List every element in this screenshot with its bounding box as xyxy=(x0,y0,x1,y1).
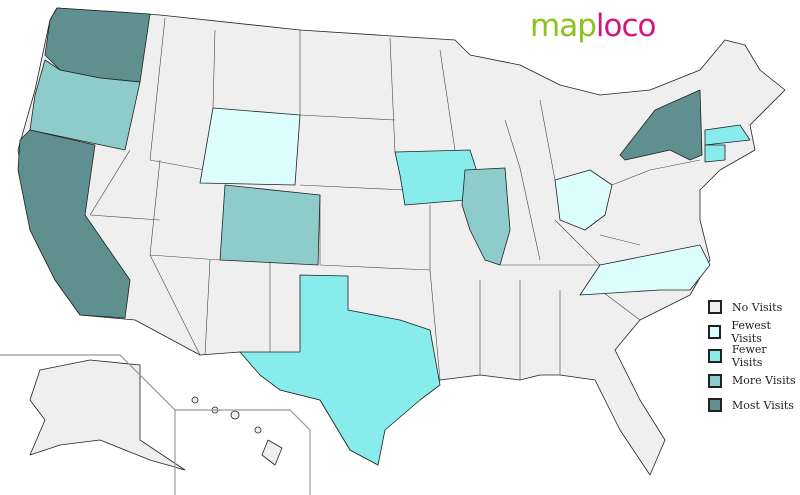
legend-item-fewest-visits: Fewest Visits xyxy=(708,318,800,345)
legend-item-fewer-visits: Fewer Visits xyxy=(708,343,800,370)
state-CA[interactable] xyxy=(17,129,131,319)
legend-item-more-visits: More Visits xyxy=(708,369,800,394)
legend-item-most-visits: Most Visits xyxy=(708,393,800,418)
legend-label: Fewest Visits xyxy=(731,318,771,345)
legend-swatch xyxy=(708,398,722,413)
inset-divider xyxy=(0,354,311,495)
state-IL[interactable] xyxy=(461,167,511,266)
state-NY[interactable] xyxy=(619,89,703,161)
maploco-logo: maploco xyxy=(530,8,657,44)
legend-swatch xyxy=(708,349,722,364)
state-CO[interactable] xyxy=(219,184,321,266)
legend-label: Most Visits xyxy=(732,398,794,412)
state-MA[interactable] xyxy=(704,124,751,146)
legend-swatch xyxy=(708,373,722,388)
state-TX[interactable] xyxy=(239,274,441,466)
state-WY[interactable] xyxy=(199,107,301,186)
logo-map: map xyxy=(530,8,597,44)
legend-label: Fewer Visits xyxy=(731,343,767,370)
state-HI[interactable] xyxy=(191,396,283,466)
legend-item-no-visits: No Visits xyxy=(708,295,800,320)
state-OH[interactable] xyxy=(554,169,613,231)
state-AK[interactable] xyxy=(29,359,186,471)
legend-label: No Visits xyxy=(732,300,783,314)
state-NC[interactable] xyxy=(579,244,711,296)
state-CT[interactable] xyxy=(704,144,726,163)
legend-swatch xyxy=(708,324,722,339)
logo-loco: loco xyxy=(595,8,657,44)
legend-label: More Visits xyxy=(732,374,796,388)
legend-swatch xyxy=(708,300,722,315)
legend: No Visits Fewest Visits Fewer Visits Mor… xyxy=(708,295,800,418)
